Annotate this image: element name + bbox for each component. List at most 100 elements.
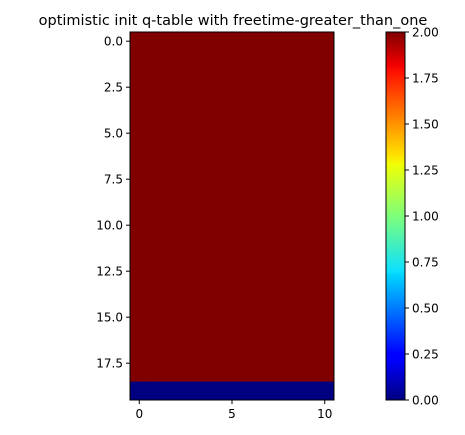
- heatmap-cell: [315, 87, 335, 106]
- heatmap-cell: [222, 197, 242, 217]
- heatmap-cell: [241, 308, 261, 327]
- colorbar-tick-label: 1.75: [412, 72, 439, 86]
- heatmap-cell: [185, 234, 205, 254]
- heatmap-cell: [148, 344, 168, 364]
- heatmap-cell: [259, 381, 279, 401]
- heatmap-cell: [222, 179, 242, 198]
- heatmap-cell: [315, 252, 335, 272]
- heatmap-cell: [296, 87, 316, 106]
- heatmap-cell: [148, 363, 168, 382]
- heatmap-cell: [204, 234, 224, 254]
- heatmap-cell: [167, 363, 187, 382]
- heatmap-cell: [296, 252, 316, 272]
- heatmap-cell: [315, 68, 335, 88]
- heatmap-cell: [315, 308, 335, 327]
- heatmap-cell: [278, 363, 298, 382]
- heatmap-cell: [130, 142, 149, 162]
- heatmap-cell: [204, 160, 224, 180]
- heatmap-cell: [241, 197, 261, 217]
- colorbar-tick-label: 1.25: [412, 164, 439, 178]
- y-tick-label: 12.5: [96, 265, 123, 279]
- y-tick-label: 10.0: [96, 219, 123, 233]
- heatmap-cell: [185, 50, 205, 70]
- heatmap-cell: [259, 234, 279, 254]
- heatmap-cell: [278, 50, 298, 70]
- heatmap-cell: [167, 381, 187, 401]
- heatmap-cell: [185, 105, 205, 125]
- heatmap-cell: [278, 179, 298, 198]
- heatmap-cell: [130, 124, 149, 143]
- heatmap-cell: [278, 142, 298, 162]
- heatmap-cell: [222, 363, 242, 382]
- heatmap-cell: [296, 216, 316, 235]
- heatmap-cell: [204, 344, 224, 364]
- heatmap-cell: [130, 50, 149, 70]
- heatmap-cell: [296, 381, 316, 401]
- heatmap-cell: [296, 124, 316, 143]
- heatmap-cell: [204, 50, 224, 70]
- heatmap-cell: [204, 308, 224, 327]
- heatmap-cell: [204, 197, 224, 217]
- heatmap-cell: [167, 289, 187, 309]
- heatmap-cell: [296, 197, 316, 217]
- heatmap-cell: [241, 142, 261, 162]
- heatmap-cell: [222, 50, 242, 70]
- heatmap-cell: [148, 381, 168, 401]
- heatmap-cell: [241, 326, 261, 346]
- heatmap-cell: [222, 381, 242, 401]
- heatmap-cell: [315, 50, 335, 70]
- heatmap-cell: [315, 216, 335, 235]
- heatmap-cell: [222, 105, 242, 125]
- heatmap-cell: [148, 252, 168, 272]
- heatmap-cell: [222, 160, 242, 180]
- heatmap-cell: [204, 271, 224, 290]
- heatmap-cell: [204, 179, 224, 198]
- x-tick-label: 5: [228, 407, 236, 421]
- heatmap-cell: [315, 124, 335, 143]
- heatmap-cell: [296, 105, 316, 125]
- heatmap-cell: [204, 105, 224, 125]
- heatmap-cell: [241, 252, 261, 272]
- heatmap-cell: [204, 289, 224, 309]
- heatmap-cell: [222, 308, 242, 327]
- y-tick-label: 5.0: [104, 127, 123, 141]
- heatmap-cell: [296, 363, 316, 382]
- heatmap-cell: [241, 32, 261, 51]
- heatmap-cell: [204, 87, 224, 106]
- heatmap-cell: [296, 289, 316, 309]
- heatmap-cell: [315, 160, 335, 180]
- heatmap-cell: [278, 326, 298, 346]
- heatmap-cell: [315, 271, 335, 290]
- heatmap-cell: [259, 87, 279, 106]
- y-tick-label: 17.5: [96, 357, 123, 371]
- heatmap-cell: [185, 197, 205, 217]
- heatmap-cell: [259, 124, 279, 143]
- heatmap-cell: [185, 160, 205, 180]
- heatmap-cell: [241, 160, 261, 180]
- heatmap-cell: [167, 32, 187, 51]
- heatmap-cell: [259, 32, 279, 51]
- colorbar-tick-label: 1.50: [412, 118, 439, 132]
- heatmap-cell: [315, 234, 335, 254]
- heatmap-cell: [130, 326, 149, 346]
- colorbar-tick-label: 0.25: [412, 348, 439, 362]
- heatmap-cell: [185, 87, 205, 106]
- heatmap-cell: [130, 105, 149, 125]
- heatmap-cell: [167, 105, 187, 125]
- heatmap-cell: [296, 160, 316, 180]
- heatmap-cell: [278, 160, 298, 180]
- heatmap-cell: [241, 344, 261, 364]
- heatmap-cell: [148, 308, 168, 327]
- heatmap-cell: [259, 308, 279, 327]
- heatmap-cell: [315, 381, 335, 401]
- heatmap-cell: [296, 50, 316, 70]
- heatmap-cell: [185, 252, 205, 272]
- heatmap-cell: [148, 179, 168, 198]
- heatmap-cell: [241, 363, 261, 382]
- heatmap-cell: [222, 68, 242, 88]
- heatmap-cell: [241, 179, 261, 198]
- heatmap-cell: [259, 344, 279, 364]
- heatmap-cell: [222, 326, 242, 346]
- heatmap-cell: [185, 179, 205, 198]
